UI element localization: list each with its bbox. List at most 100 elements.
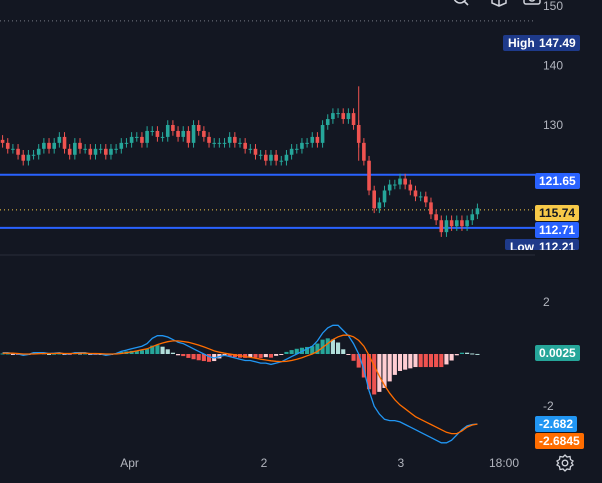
candle-body [372,190,376,209]
macd-histogram-bar [403,354,408,370]
candle-body [150,130,155,132]
signal-line [2,334,478,435]
candle-body [284,154,289,161]
camera-icon[interactable] [523,0,541,10]
candle-body [140,136,144,143]
candle-body [93,148,98,155]
candle-body [413,190,418,197]
macd-histogram-bar [227,354,232,357]
candle-body [248,148,253,150]
macd-histogram-bar [423,354,428,368]
candle-body [429,202,433,215]
time-tick-label: 3 [397,456,404,470]
candle-body [454,220,459,227]
candle-body [11,148,15,150]
macd-histogram-bar [150,345,155,354]
candle-body [320,125,325,143]
macd-histogram-bar [454,354,459,356]
macd-histogram-bar [356,354,361,368]
macd-histogram-bar [465,352,470,354]
candle-body [393,184,397,186]
candle-body [382,190,387,203]
macd-histogram-bar [439,354,444,368]
level-2-tag: 112.71 [535,222,580,238]
candle-body [129,136,134,143]
candle-body [26,154,31,161]
settings-gear-icon[interactable] [556,454,574,472]
candle-body [196,125,201,131]
macd-histogram-bar [366,354,372,390]
candle-body [325,119,330,125]
candle-body [475,208,480,215]
candle-body [465,220,469,227]
candle-body [62,136,67,149]
candle-body [171,125,175,131]
macd-histogram-bar [418,354,423,368]
macd-histogram-bar [5,353,10,355]
candle-body [418,196,423,198]
macd-histogram-bar [377,354,382,392]
macd-histogram-bar [160,346,165,354]
macd-histogram-bar [279,354,284,355]
candle-body [67,148,72,155]
macd-histogram-bar [181,354,186,357]
macd-histogram-bar [305,346,310,354]
macd-histogram-bar [372,354,377,395]
macd-histogram-bar [170,352,175,354]
candle-body [253,148,258,155]
candle-body [315,136,320,143]
candle-body [52,142,56,149]
candle-body [387,184,392,191]
macd-histogram-bar [294,348,299,354]
candle-body [336,113,340,115]
candle-body [351,113,356,125]
price-tick-label: 150 [543,0,563,13]
candle-body [341,113,346,120]
candle-body [98,148,103,150]
macd-histogram-bar [258,354,263,358]
candle-body [460,220,464,227]
macd-histogram-bar [139,350,144,354]
candle-body [227,136,232,143]
candle-body [109,148,113,155]
candle-body [243,142,247,149]
macd-histogram-bar [253,354,258,358]
macd-histogram-bar [145,348,150,354]
macd-histogram-bar [289,350,294,354]
macd-value-tag: -2.682 [535,416,578,432]
candle-body [377,202,382,209]
macd-histogram-bar [387,354,392,382]
candle-body [21,154,26,161]
low-label: Low [505,239,539,250]
macd-histogram-bar [382,354,387,388]
candle-body [222,142,227,144]
candle-body [160,136,165,138]
candle-body [145,130,149,143]
candle-body [114,148,118,150]
candle-body [310,136,315,143]
candle-body [444,220,449,233]
time-tick-label: 18:00 [489,456,519,470]
macd-line [2,324,478,444]
candle-body [403,178,407,185]
candle-body [233,136,237,143]
candle-body [134,136,139,138]
candle-body [305,142,309,144]
macd-histogram-bar [444,354,449,365]
macd-histogram-bar [346,354,351,355]
time-tick-label: Apr [120,456,139,470]
macd-histogram-bar [77,353,83,355]
cube-icon[interactable] [490,0,508,10]
macd-histogram-bar [325,338,330,354]
search-icon[interactable] [452,0,470,10]
macd-histogram-bar [0,353,5,355]
candle-body [155,130,160,137]
candle-body [47,142,51,149]
candle-body [176,130,180,137]
level-1-tag: 121.65 [535,173,580,189]
candle-body [119,142,124,149]
candle-body [104,148,108,155]
macd-hist-tag: 0.0025 [535,345,580,361]
